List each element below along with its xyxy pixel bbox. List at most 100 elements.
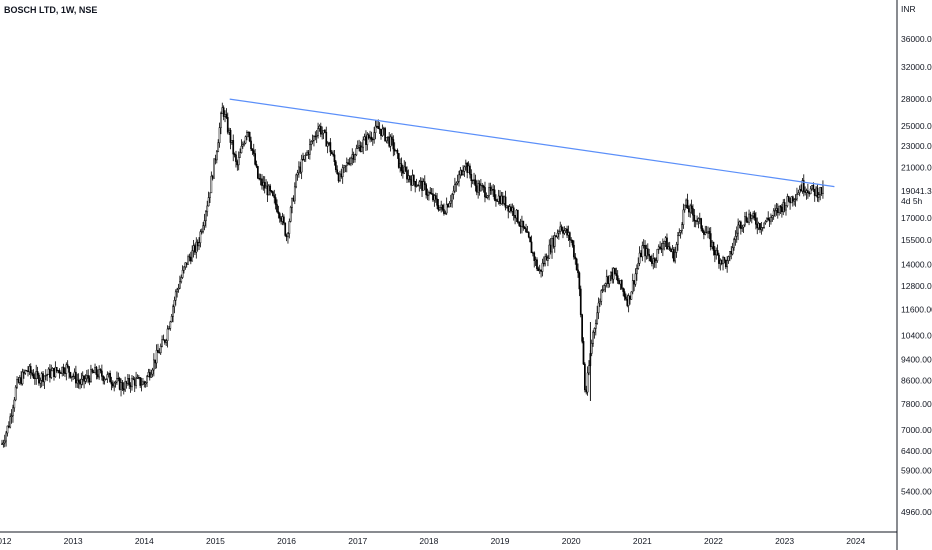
price-tick-label: 36000.00 (901, 34, 932, 44)
candle-body (221, 107, 224, 114)
candle-body (25, 370, 28, 372)
candle-body (62, 366, 65, 374)
candle-body (690, 205, 693, 209)
time-tick-label: 2022 (704, 536, 723, 546)
candle-body (765, 217, 768, 222)
candle-body (382, 128, 385, 130)
candle-body (255, 164, 258, 167)
candle-body (265, 185, 267, 189)
candle-body (708, 230, 711, 234)
candle-body (244, 136, 247, 144)
candle-body (329, 142, 332, 153)
candle-body (235, 154, 237, 162)
time-axis[interactable]: 2012 2013 2014 2015 2016 2017 2018 2019 2020 2021… (0, 536, 865, 546)
candle-body (410, 179, 412, 186)
candle-body (278, 213, 281, 219)
candle-body (407, 175, 410, 180)
candle-body (518, 221, 521, 226)
candle-body (444, 212, 447, 214)
candle-body (686, 199, 689, 209)
candle-body (772, 210, 775, 217)
candle-body (339, 173, 341, 182)
candle-body (107, 372, 110, 375)
price-tick-label: 5400.00 (901, 487, 932, 497)
candle-body (165, 340, 168, 343)
candle-body (703, 231, 705, 235)
candle-body (194, 245, 196, 253)
candle-body (512, 207, 515, 216)
candle-body (789, 200, 791, 204)
candle-body (552, 238, 555, 247)
candle-body (782, 202, 785, 213)
candle-body (16, 379, 18, 388)
candle-body (371, 139, 374, 141)
candle-body (768, 219, 771, 222)
candle-body (493, 189, 496, 200)
candle-body (79, 381, 81, 385)
candle-body (376, 125, 378, 127)
candle-body (558, 231, 560, 234)
candle-body (800, 189, 802, 192)
candle-body (76, 379, 79, 384)
candle-body (815, 187, 817, 196)
candle-body (129, 384, 132, 388)
candle-body (39, 380, 42, 384)
candle-body (258, 177, 261, 180)
candle-body (677, 235, 679, 245)
candle-body (426, 194, 429, 196)
candle-body (666, 237, 668, 250)
candle-body (348, 163, 351, 165)
trendline[interactable] (229, 98, 835, 188)
candle-body (585, 389, 588, 393)
candle-body (573, 244, 575, 258)
candle-body (169, 321, 172, 329)
time-tick-label: 2015 (206, 536, 225, 546)
candle-body (337, 173, 340, 182)
price-tick-label: 12800.00 (901, 281, 932, 291)
candle-body (694, 220, 697, 222)
candle-body (51, 368, 54, 372)
candle-body (536, 259, 538, 269)
candle-body (340, 173, 343, 177)
candle-body (656, 248, 659, 261)
candle-body (33, 377, 36, 379)
candle-body (128, 378, 131, 386)
candle-body (746, 221, 749, 223)
candle-body (161, 339, 163, 347)
candle-body (54, 367, 57, 378)
candle-body (295, 174, 298, 188)
candle-body (738, 221, 741, 226)
candle-body (670, 248, 672, 252)
candle-body (58, 370, 61, 374)
candle-body (522, 220, 525, 228)
candle-body (625, 296, 627, 300)
candle-body (84, 378, 87, 382)
price-tick-label: 21000.00 (901, 163, 932, 173)
candle-body (579, 288, 582, 315)
candle-body (629, 295, 631, 300)
candle-body (551, 238, 553, 253)
candle-body (811, 184, 813, 190)
candle-body (538, 269, 541, 271)
candle-body (786, 196, 789, 206)
candle-body (553, 235, 556, 247)
candle-body (217, 142, 220, 153)
candle-body (43, 375, 46, 383)
candle-body (489, 187, 492, 191)
price-axis[interactable]: 4960.00 5400.00 5900.00 6400.00 7000.00 7800.… (901, 34, 932, 517)
candle-body (506, 205, 508, 208)
candle-body (110, 381, 113, 385)
candle-body (196, 241, 199, 247)
candle-body (400, 163, 403, 171)
candle-body (753, 213, 756, 219)
candle-body (207, 197, 210, 207)
time-tick-label: 2014 (135, 536, 154, 546)
candle-body (125, 381, 128, 384)
candle-body (611, 271, 614, 280)
candle-body (158, 352, 161, 354)
candle-body (681, 224, 683, 231)
candle-body (733, 239, 735, 248)
candle-body (391, 136, 393, 140)
candle-body (415, 185, 418, 187)
